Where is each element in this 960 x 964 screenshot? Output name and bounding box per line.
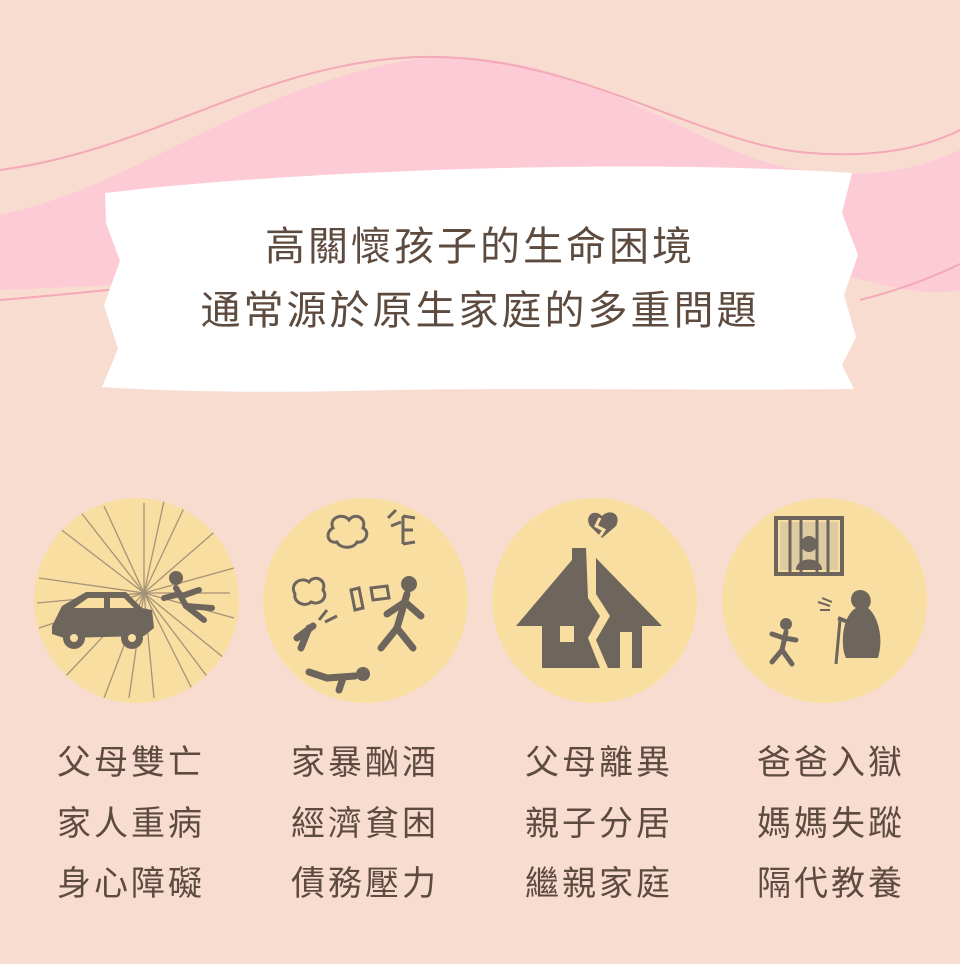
illustration-family-violence [263, 498, 468, 703]
banner-shape [102, 166, 858, 392]
list-item: 繼親家庭 [525, 864, 673, 905]
illustration-prison-grandmother [722, 498, 927, 703]
family-violence-icon [292, 508, 425, 694]
title-line-1: 高關懷孩子的生命困境 [265, 224, 695, 270]
column-1: 父母雙亡 家人重病 身心障礙 [21, 733, 241, 915]
illustration-broken-house [492, 498, 697, 703]
list-item: 父母雙亡 [57, 743, 205, 783]
illustration-car-accident [34, 498, 239, 703]
list-item: 家人重病 [57, 803, 205, 844]
title-line-2: 通常源於原生家庭的多重問題 [200, 288, 760, 334]
list-item: 媽媽失蹤 [757, 803, 905, 844]
list-item: 父母離異 [525, 743, 673, 783]
list-item: 親子分居 [525, 803, 673, 844]
column-3: 父母離異 親子分居 繼親家庭 [489, 733, 709, 915]
illustration-row [0, 498, 960, 713]
list-item: 債務壓力 [291, 864, 439, 905]
column-4: 爸爸入獄 媽媽失蹤 隔代教養 [721, 733, 941, 915]
column-2: 家暴酗酒 經濟貧困 債務壓力 [255, 733, 475, 915]
title-banner: 高關懷孩子的生命困境 通常源於原生家庭的多重問題 [100, 165, 860, 393]
list-item: 隔代教養 [757, 864, 905, 905]
prison-grandmother-icon [769, 516, 881, 667]
list-item: 經濟貧困 [291, 803, 439, 844]
list-item: 家暴酗酒 [291, 743, 439, 783]
list-item: 身心障礙 [57, 864, 205, 905]
car-accident-icon [36, 500, 235, 699]
broken-house-icon [516, 512, 662, 668]
list-item: 爸爸入獄 [757, 743, 905, 783]
